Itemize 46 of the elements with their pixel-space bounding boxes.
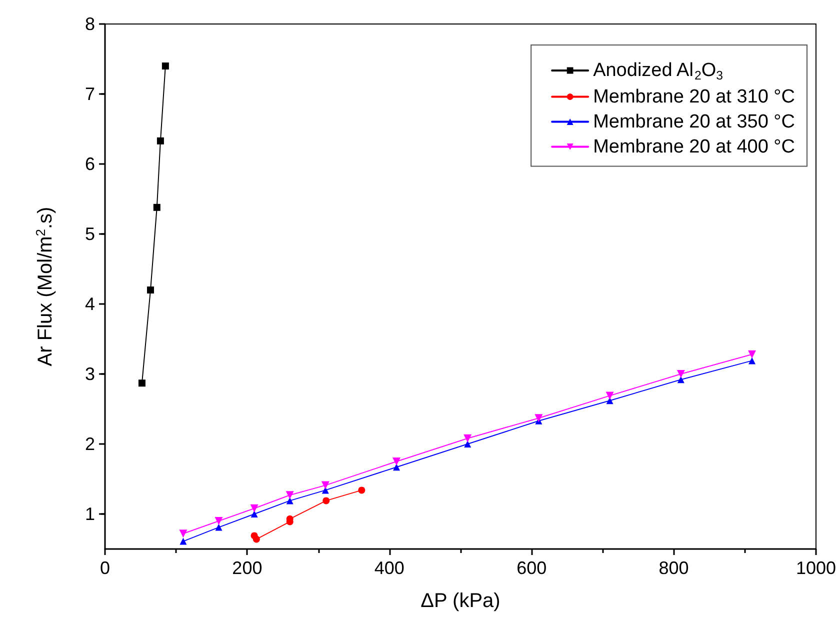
x-tick-label: 0 [100,558,110,578]
point [286,491,294,500]
legend-label: Membrane 20 at 310 °C [593,86,796,108]
y-tick-label: 5 [84,224,95,244]
point [534,414,543,422]
point [214,517,223,525]
x-tick-label: 400 [374,558,404,578]
point [358,486,366,494]
y-tick-label: 1 [84,504,95,524]
legend-label: Membrane 20 at 400 °C [593,136,796,158]
point [606,392,614,400]
point [748,357,756,364]
y-tick-label: 7 [84,84,95,104]
point [179,530,188,538]
x-tick-label: 800 [658,558,689,578]
y-axis-title: Ar Flux (Mol/m2.s) [33,206,56,366]
point [156,137,164,144]
y-tick-label: 2 [84,434,95,454]
y-tick-label: 8 [84,14,95,34]
x-tick-label: 1000 [796,558,836,578]
point [153,204,160,211]
point [392,458,400,466]
point [162,62,169,70]
point [464,434,472,442]
y-tick-label: 3 [84,364,95,384]
point [180,538,187,545]
point [748,350,756,358]
point [677,376,684,384]
point [147,286,154,294]
point [250,504,258,512]
y-tick-label: 6 [84,154,95,174]
point [393,464,400,471]
point [138,380,146,387]
point [321,481,330,490]
x-tick-label: 600 [516,558,547,578]
point [606,397,614,404]
point [322,497,330,504]
point [676,370,685,378]
legend-label: Membrane 20 at 350 °C [593,111,796,132]
point [215,524,222,531]
x-axis-title: ΔP (kPa) [420,590,500,612]
point [252,536,260,543]
y-tick-label: 4 [84,294,95,314]
x-tick-label: 200 [232,558,262,578]
point [250,510,258,518]
point [464,440,472,448]
